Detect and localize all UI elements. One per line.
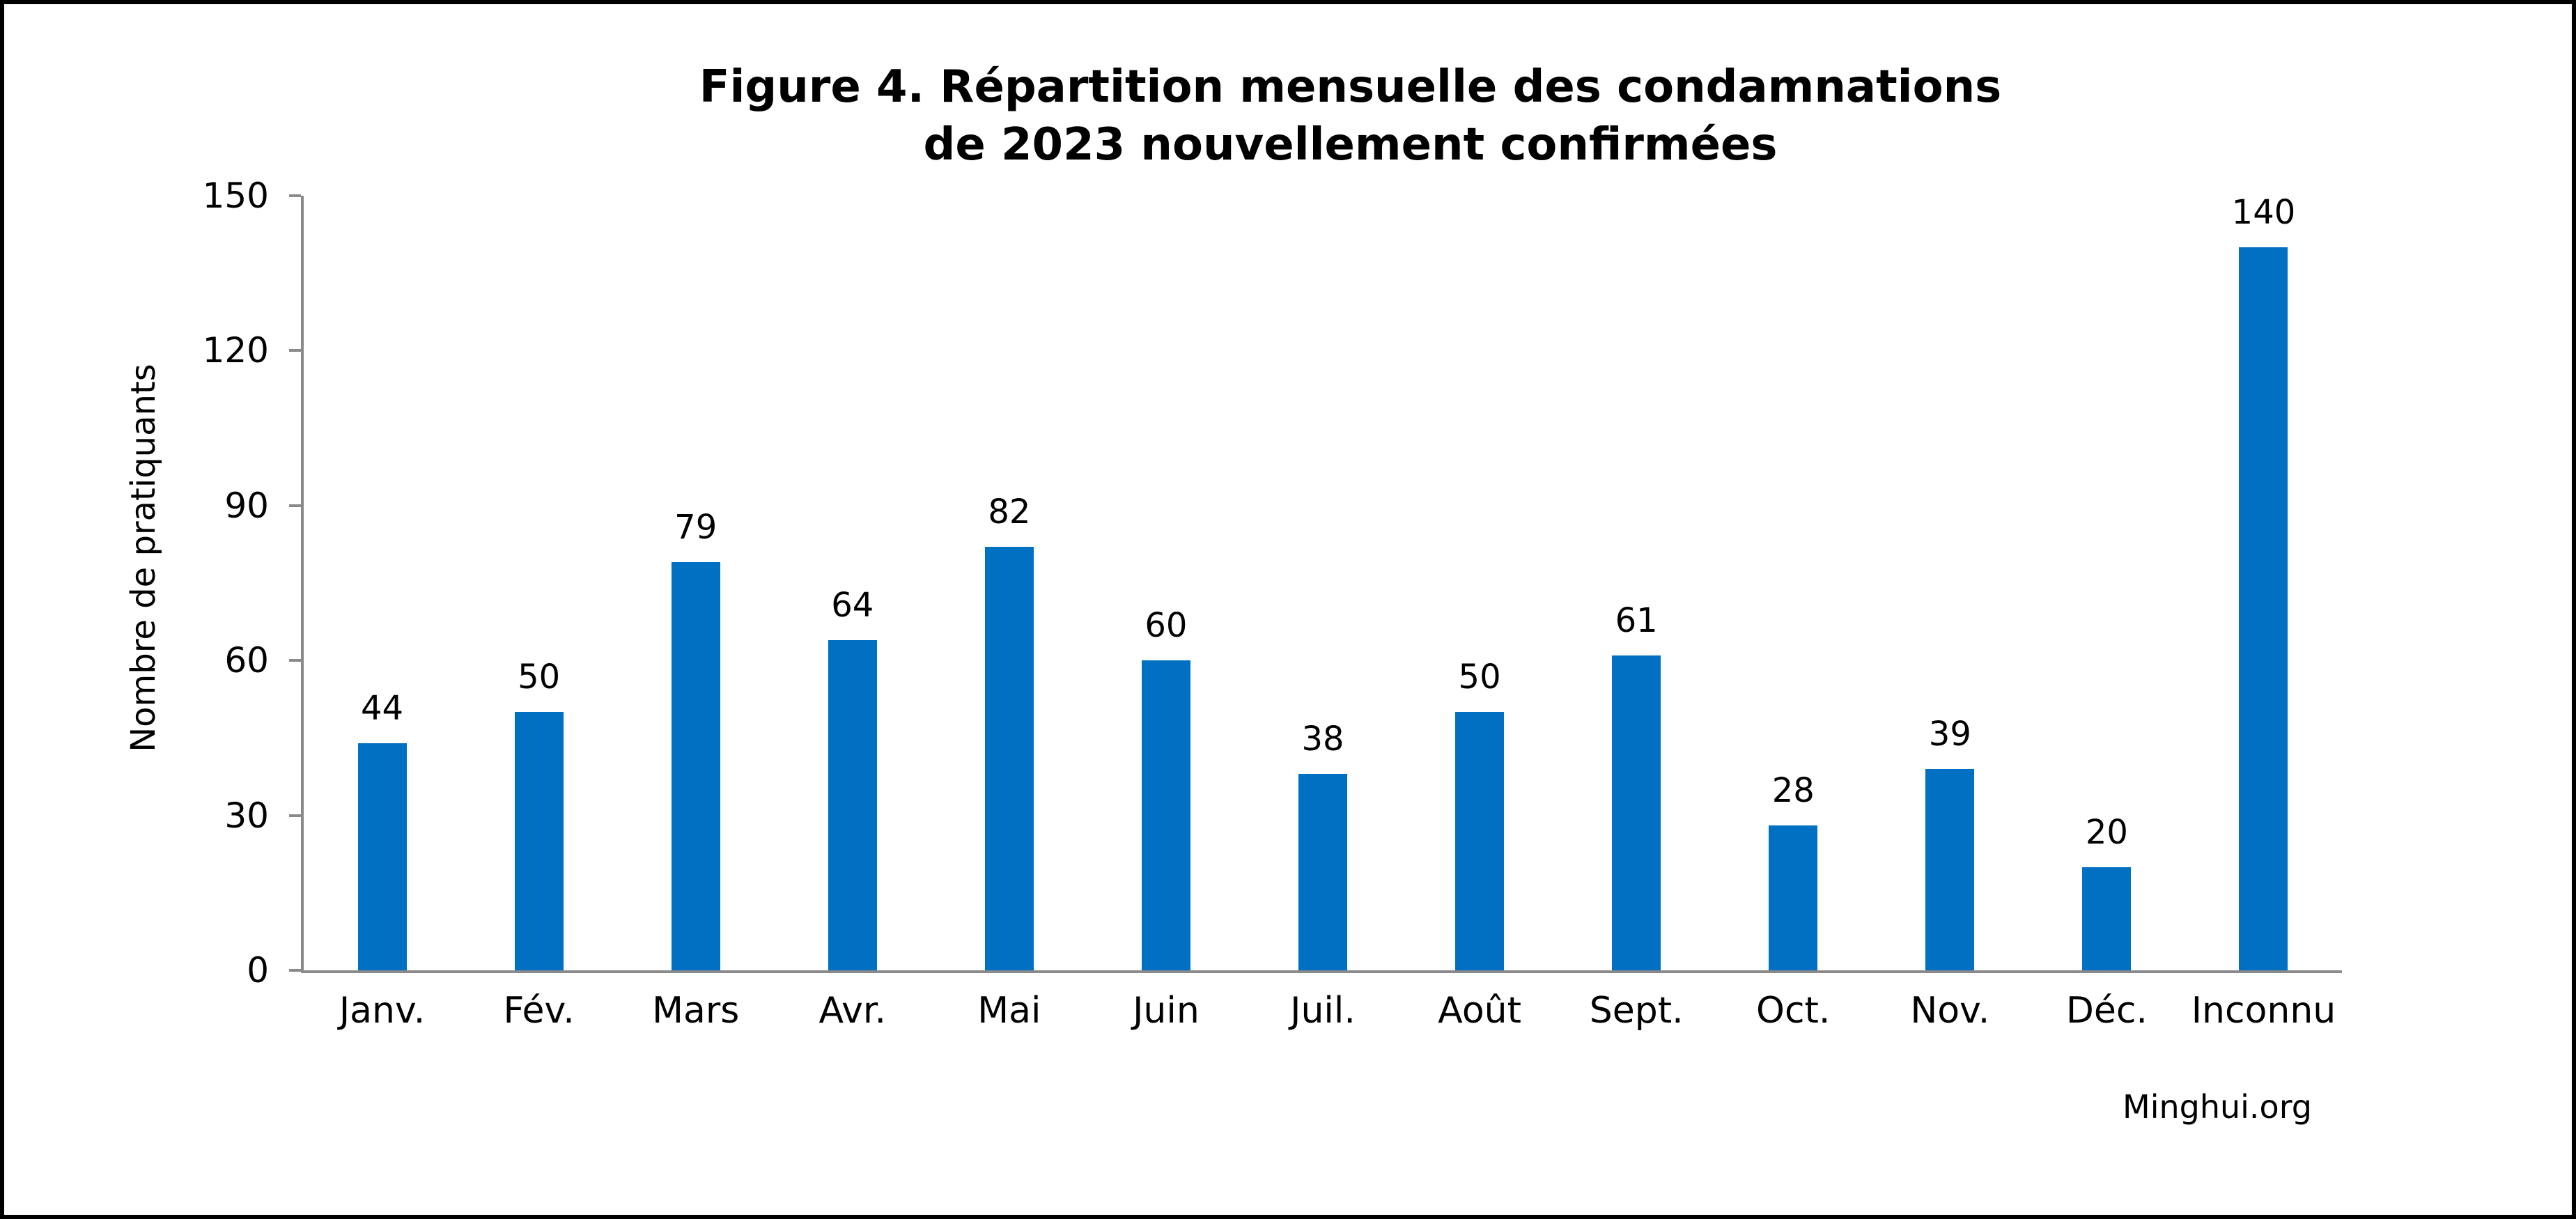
bar	[1925, 768, 1975, 970]
bar	[1141, 660, 1190, 970]
bars-container: 44 Janv. 50 Fév. 79 Mars 64 Avr. 82 Mai 60 Juin 38 Ju…	[304, 196, 2342, 1029]
bar-group-sept: 61 Sept.	[1558, 196, 1715, 1029]
bar	[2239, 247, 2288, 970]
bar-value-label: 20	[2085, 812, 2128, 852]
y-tick-label-150: 150	[202, 176, 269, 216]
y-axis-title: Nombre de pratiquants	[124, 364, 163, 752]
bar-value-label: 140	[2231, 193, 2296, 233]
y-tick-label-60: 60	[224, 640, 269, 681]
bar-value-label: 61	[1615, 600, 1658, 640]
bar	[1298, 774, 1347, 970]
plot-area: 0 30 60 90 120 150 44 Janv. 50 Fév. 79 Mars 64 Avr. 8…	[203, 178, 2342, 1029]
y-tick-label-30: 30	[224, 795, 269, 836]
bar-group-janv: 44 Janv.	[304, 196, 460, 1029]
bar-group-aot: 50 Août	[1402, 196, 1558, 1029]
bar-value-label: 50	[518, 658, 561, 697]
y-tick-mark-0	[289, 969, 301, 972]
x-axis-label: Sept.	[1589, 990, 1684, 1032]
bar	[1612, 655, 1661, 970]
bar	[357, 743, 407, 970]
y-tick-mark-60	[289, 659, 301, 662]
chart-title: Figure 4. Répartition mensuelle des cond…	[332, 59, 2369, 174]
bar-group-mars: 79 Mars	[617, 196, 774, 1029]
bar	[828, 639, 877, 970]
x-axis-label: Déc.	[2065, 990, 2148, 1032]
bar-value-label: 64	[831, 585, 874, 625]
bar	[984, 547, 1034, 970]
bar-group-dc: 20 Déc.	[2028, 196, 2185, 1029]
bar-group-juin: 60 Juin	[1087, 196, 1244, 1029]
bar-value-label: 39	[1928, 714, 1971, 754]
x-axis-label: Mai	[977, 990, 1041, 1032]
bar-value-label: 28	[1771, 771, 1815, 811]
chart-title-line1: Figure 4. Répartition mensuelle des cond…	[699, 61, 2002, 113]
y-tick-label-120: 120	[202, 330, 269, 371]
bar-value-label: 50	[1458, 658, 1501, 697]
bar-group-mai: 82 Mai	[931, 196, 1087, 1029]
bar	[514, 712, 564, 970]
bar-value-label: 44	[361, 688, 404, 728]
source-label: Minghui.org	[2123, 1088, 2312, 1126]
bar-value-label: 79	[674, 508, 717, 548]
x-axis-label: Mars	[652, 990, 740, 1032]
bar-group-oct: 28 Oct.	[1715, 196, 1872, 1029]
bar-group-avr: 64 Avr.	[774, 196, 931, 1029]
x-axis-label: Juin	[1133, 990, 1200, 1032]
bar-group-fv: 50 Fév.	[460, 196, 617, 1029]
x-axis-label: Nov.	[1910, 990, 1990, 1032]
y-tick-mark-90	[289, 504, 301, 507]
bar	[2082, 867, 2132, 970]
y-tick-label-0: 0	[247, 950, 269, 991]
x-axis-label: Oct.	[1756, 990, 1831, 1032]
x-axis-label: Inconnu	[2191, 990, 2336, 1032]
x-axis-label: Janv.	[339, 990, 426, 1032]
bar-group-nov: 39 Nov.	[1872, 196, 2028, 1029]
bar-group-inconnu: 140 Inconnu	[2185, 196, 2342, 1029]
x-axis-label: Avr.	[818, 990, 886, 1032]
x-axis-label: Fév.	[503, 990, 575, 1032]
bar	[671, 562, 720, 970]
bar-value-label: 82	[988, 492, 1031, 532]
y-tick-mark-120	[289, 349, 301, 352]
bar-value-label: 60	[1145, 606, 1188, 646]
y-tick-label-90: 90	[224, 485, 269, 526]
x-axis-label: Juil.	[1290, 990, 1356, 1032]
bar	[1769, 825, 1818, 970]
bar-value-label: 38	[1301, 720, 1344, 759]
y-tick-mark-30	[289, 814, 301, 817]
bar-group-juil: 38 Juil.	[1244, 196, 1401, 1029]
chart-title-line2: de 2023 nouvellement confirmées	[923, 119, 1778, 171]
y-tick-mark-150	[289, 194, 301, 197]
x-axis-label: Août	[1438, 990, 1521, 1032]
bar	[1455, 712, 1505, 970]
